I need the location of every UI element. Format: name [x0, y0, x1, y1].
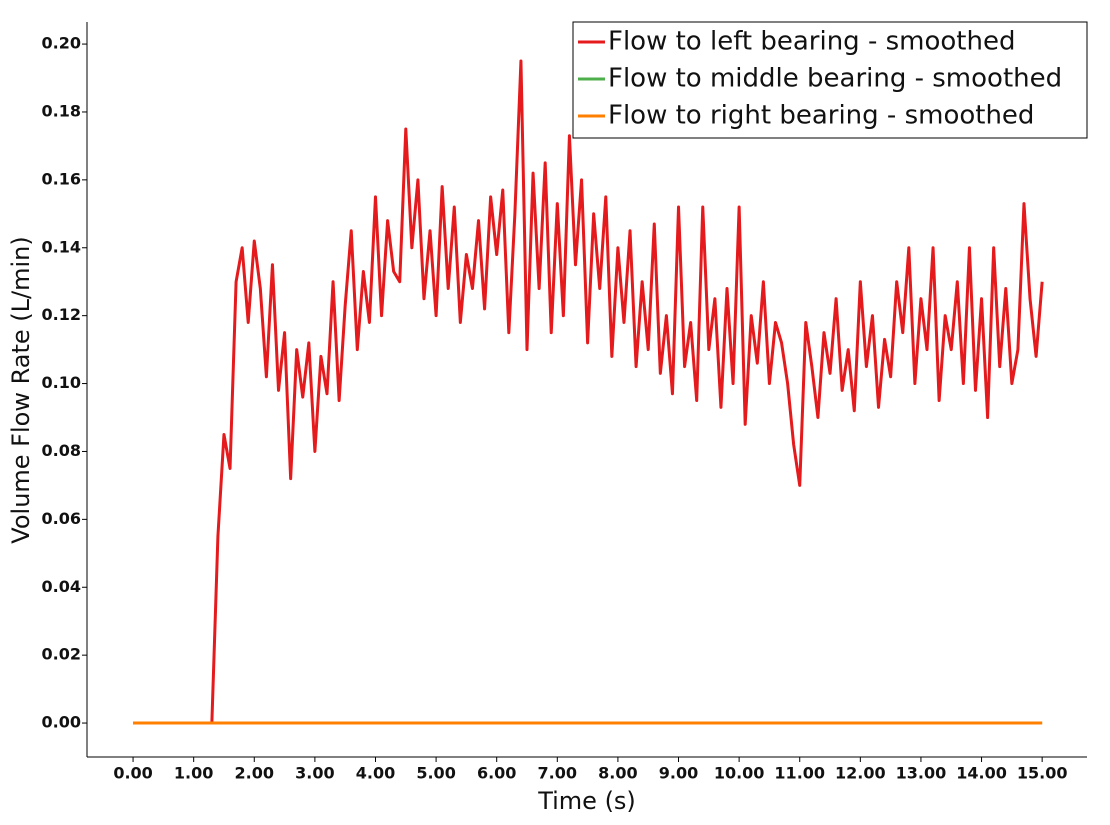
x-tick-label: 13.00 — [896, 764, 947, 783]
y-tick-label: 0.14 — [42, 237, 81, 256]
y-tick-label: 0.18 — [42, 101, 81, 120]
x-tick-label: 0.00 — [113, 764, 152, 783]
x-tick-label: 15.00 — [1017, 764, 1068, 783]
y-tick-label: 0.02 — [42, 645, 81, 664]
x-tick-label: 4.00 — [356, 764, 395, 783]
y-tick-label: 0.08 — [42, 441, 81, 460]
y-tick-label: 0.10 — [42, 373, 81, 392]
x-tick-label: 12.00 — [835, 764, 886, 783]
y-tick-label: 0.00 — [42, 713, 81, 732]
series-line — [133, 59, 1044, 725]
legend-label: Flow to left bearing - smoothed — [608, 27, 1015, 57]
x-tick-label: 5.00 — [416, 764, 455, 783]
x-tick-label: 3.00 — [295, 764, 334, 783]
y-tick-label: 0.06 — [42, 509, 81, 528]
y-tick-label: 0.16 — [42, 169, 81, 188]
x-tick-label: 9.00 — [659, 764, 698, 783]
x-axis-title: Time (s) — [537, 787, 636, 815]
x-tick-label: 6.00 — [477, 764, 516, 783]
y-tick-label: 0.20 — [42, 34, 81, 53]
x-tick-label: 1.00 — [174, 764, 213, 783]
y-tick-label: 0.12 — [42, 305, 81, 324]
x-tick-label: 7.00 — [538, 764, 577, 783]
x-tick-label: 8.00 — [598, 764, 637, 783]
legend-box — [572, 21, 1088, 139]
x-tick-label: 10.00 — [714, 764, 765, 783]
legend-label: Flow to middle bearing - smoothed — [608, 64, 1062, 94]
y-axis-title: Volume Flow Rate (L/min) — [7, 236, 35, 543]
x-tick-label: 11.00 — [774, 764, 825, 783]
x-tick-label: 2.00 — [235, 764, 274, 783]
y-tick-label: 0.04 — [42, 577, 81, 596]
legend-label: Flow to right bearing - smoothed — [608, 101, 1034, 131]
x-tick-label: 14.00 — [956, 764, 1007, 783]
